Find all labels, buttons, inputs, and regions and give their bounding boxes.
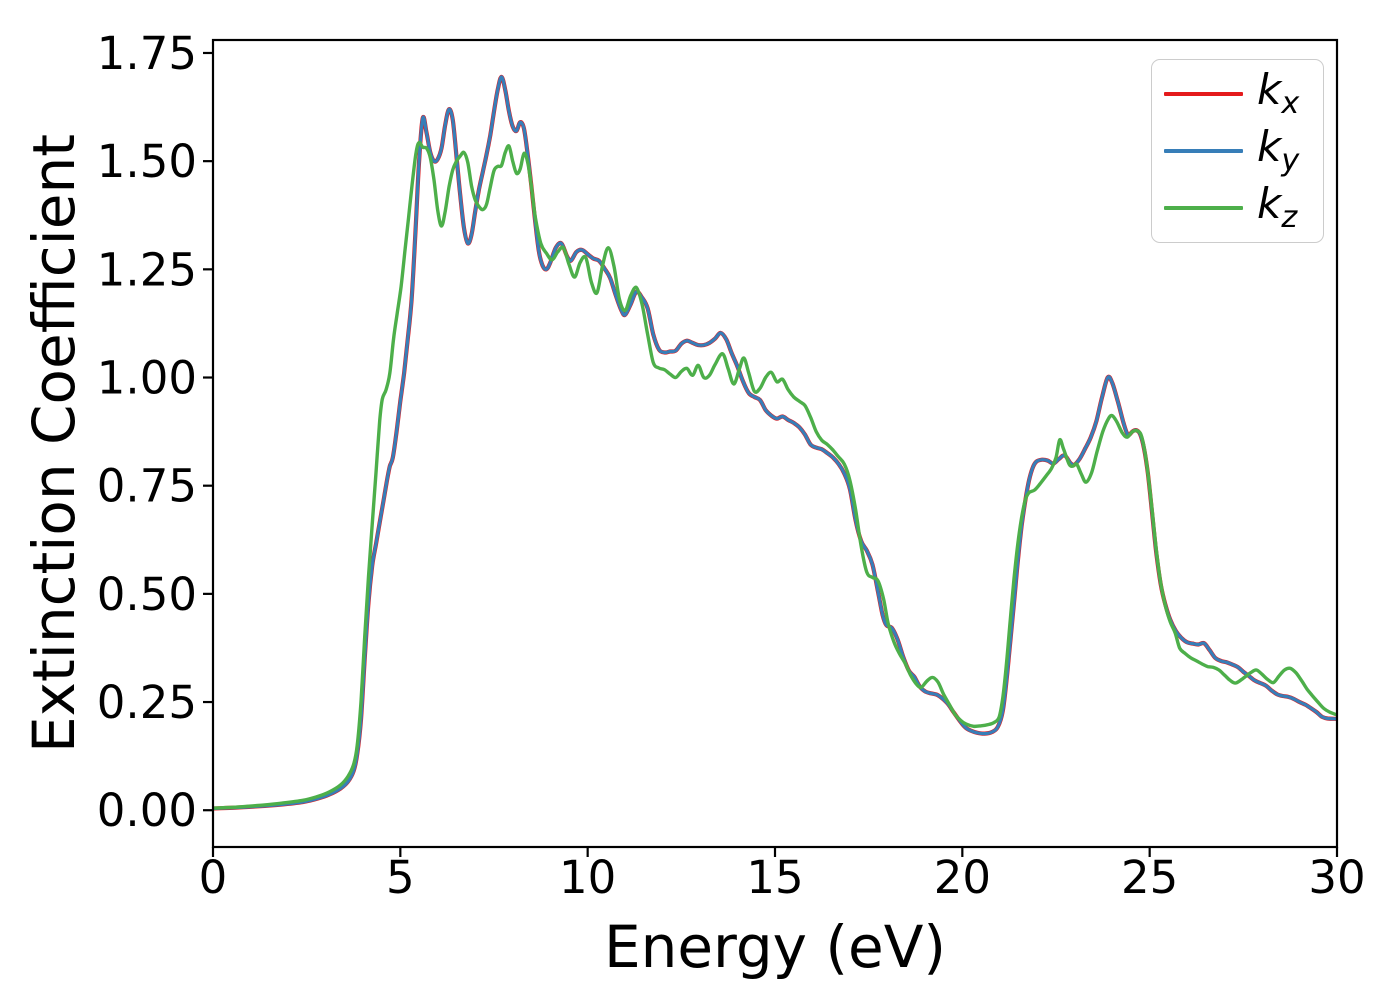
x-tick-label: 5: [386, 851, 415, 904]
x-tick-label: 0: [199, 851, 228, 904]
y-tick-label: 0.00: [97, 784, 197, 837]
legend-entry-kx: kx: [1164, 69, 1323, 119]
x-tick-label: 20: [934, 851, 991, 904]
y-tick-label: 0.50: [97, 568, 197, 621]
x-tick-label: 15: [746, 851, 803, 904]
y-tick-label: 1.50: [97, 135, 197, 188]
legend: kx ky kz: [1151, 59, 1324, 243]
legend-label-kz: kz: [1257, 178, 1298, 235]
series-k_z-line: [213, 140, 1337, 810]
series-group: [213, 74, 1337, 811]
x-tick-label: 30: [1308, 851, 1365, 904]
legend-line-sample-kz: [1164, 205, 1243, 210]
y-axis-label: Extinction Coefficient: [20, 134, 88, 753]
x-axis-label: Energy (eV): [604, 913, 946, 981]
y-tick-label: 0.75: [97, 460, 197, 513]
legend-entry-ky: ky: [1164, 121, 1323, 178]
x-tick-label: 10: [559, 851, 616, 904]
legend-label-ky: ky: [1257, 121, 1300, 178]
legend-line-sample-ky: [1164, 148, 1243, 153]
x-tick-label: 25: [1121, 851, 1178, 904]
legend-line-sample-kx: [1164, 92, 1243, 97]
y-tick-label: 1.00: [97, 352, 197, 405]
legend-label-kx: kx: [1257, 65, 1300, 122]
y-tick-label: 0.25: [97, 676, 197, 729]
ticks-group: 0 5 10 15 20 25 30 0.00 0.25 0.50 0.75 1.00 1.25 1.50…: [97, 27, 1366, 904]
y-tick-label: 1.25: [97, 243, 197, 296]
y-tick-label: 1.75: [97, 27, 197, 80]
legend-entry-kz: kz: [1164, 178, 1323, 235]
